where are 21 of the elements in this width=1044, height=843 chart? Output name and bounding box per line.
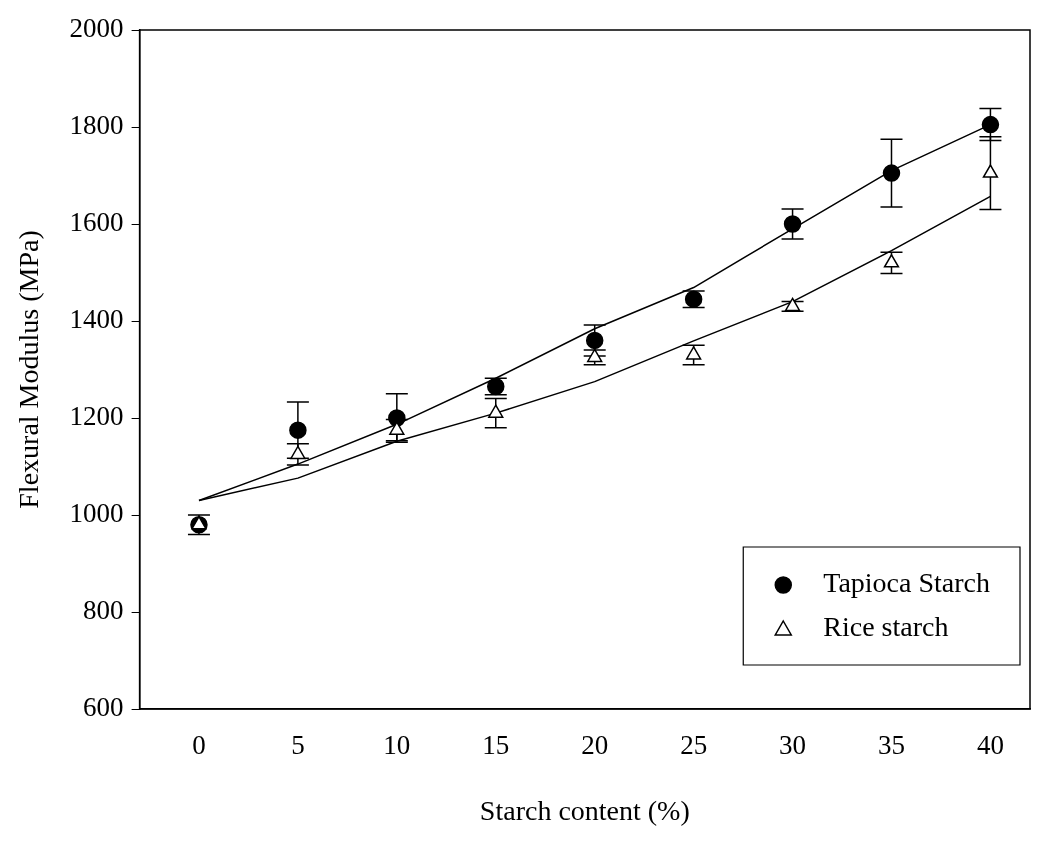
legend-label: Rice starch	[823, 611, 949, 643]
x-tick-label: 30	[779, 730, 807, 761]
y-tick-label: 1400	[69, 304, 124, 335]
y-tick-label: 1800	[69, 110, 124, 141]
x-axis-title: Starch content (%)	[479, 794, 690, 826]
x-tick-label: 5	[291, 730, 305, 761]
legend-label: Tapioca Starch	[823, 567, 991, 599]
y-tick-label: 800	[83, 595, 124, 626]
x-tick-label: 20	[581, 730, 609, 761]
y-tick-label: 600	[83, 692, 124, 723]
y-axis-title: Flexural Modulus (MPa)	[13, 230, 45, 509]
x-tick-label: 10	[383, 730, 411, 761]
x-tick-label: 25	[680, 730, 708, 761]
y-tick-label: 1600	[69, 207, 124, 238]
x-tick-label: 15	[482, 730, 510, 761]
x-tick-label: 40	[976, 730, 1004, 761]
y-tick-label: 2000	[69, 13, 124, 44]
y-tick-label: 1000	[69, 498, 124, 529]
x-tick-label: 35	[877, 730, 905, 761]
y-tick-label: 1200	[69, 401, 124, 432]
x-tick-label: 0	[192, 730, 206, 761]
